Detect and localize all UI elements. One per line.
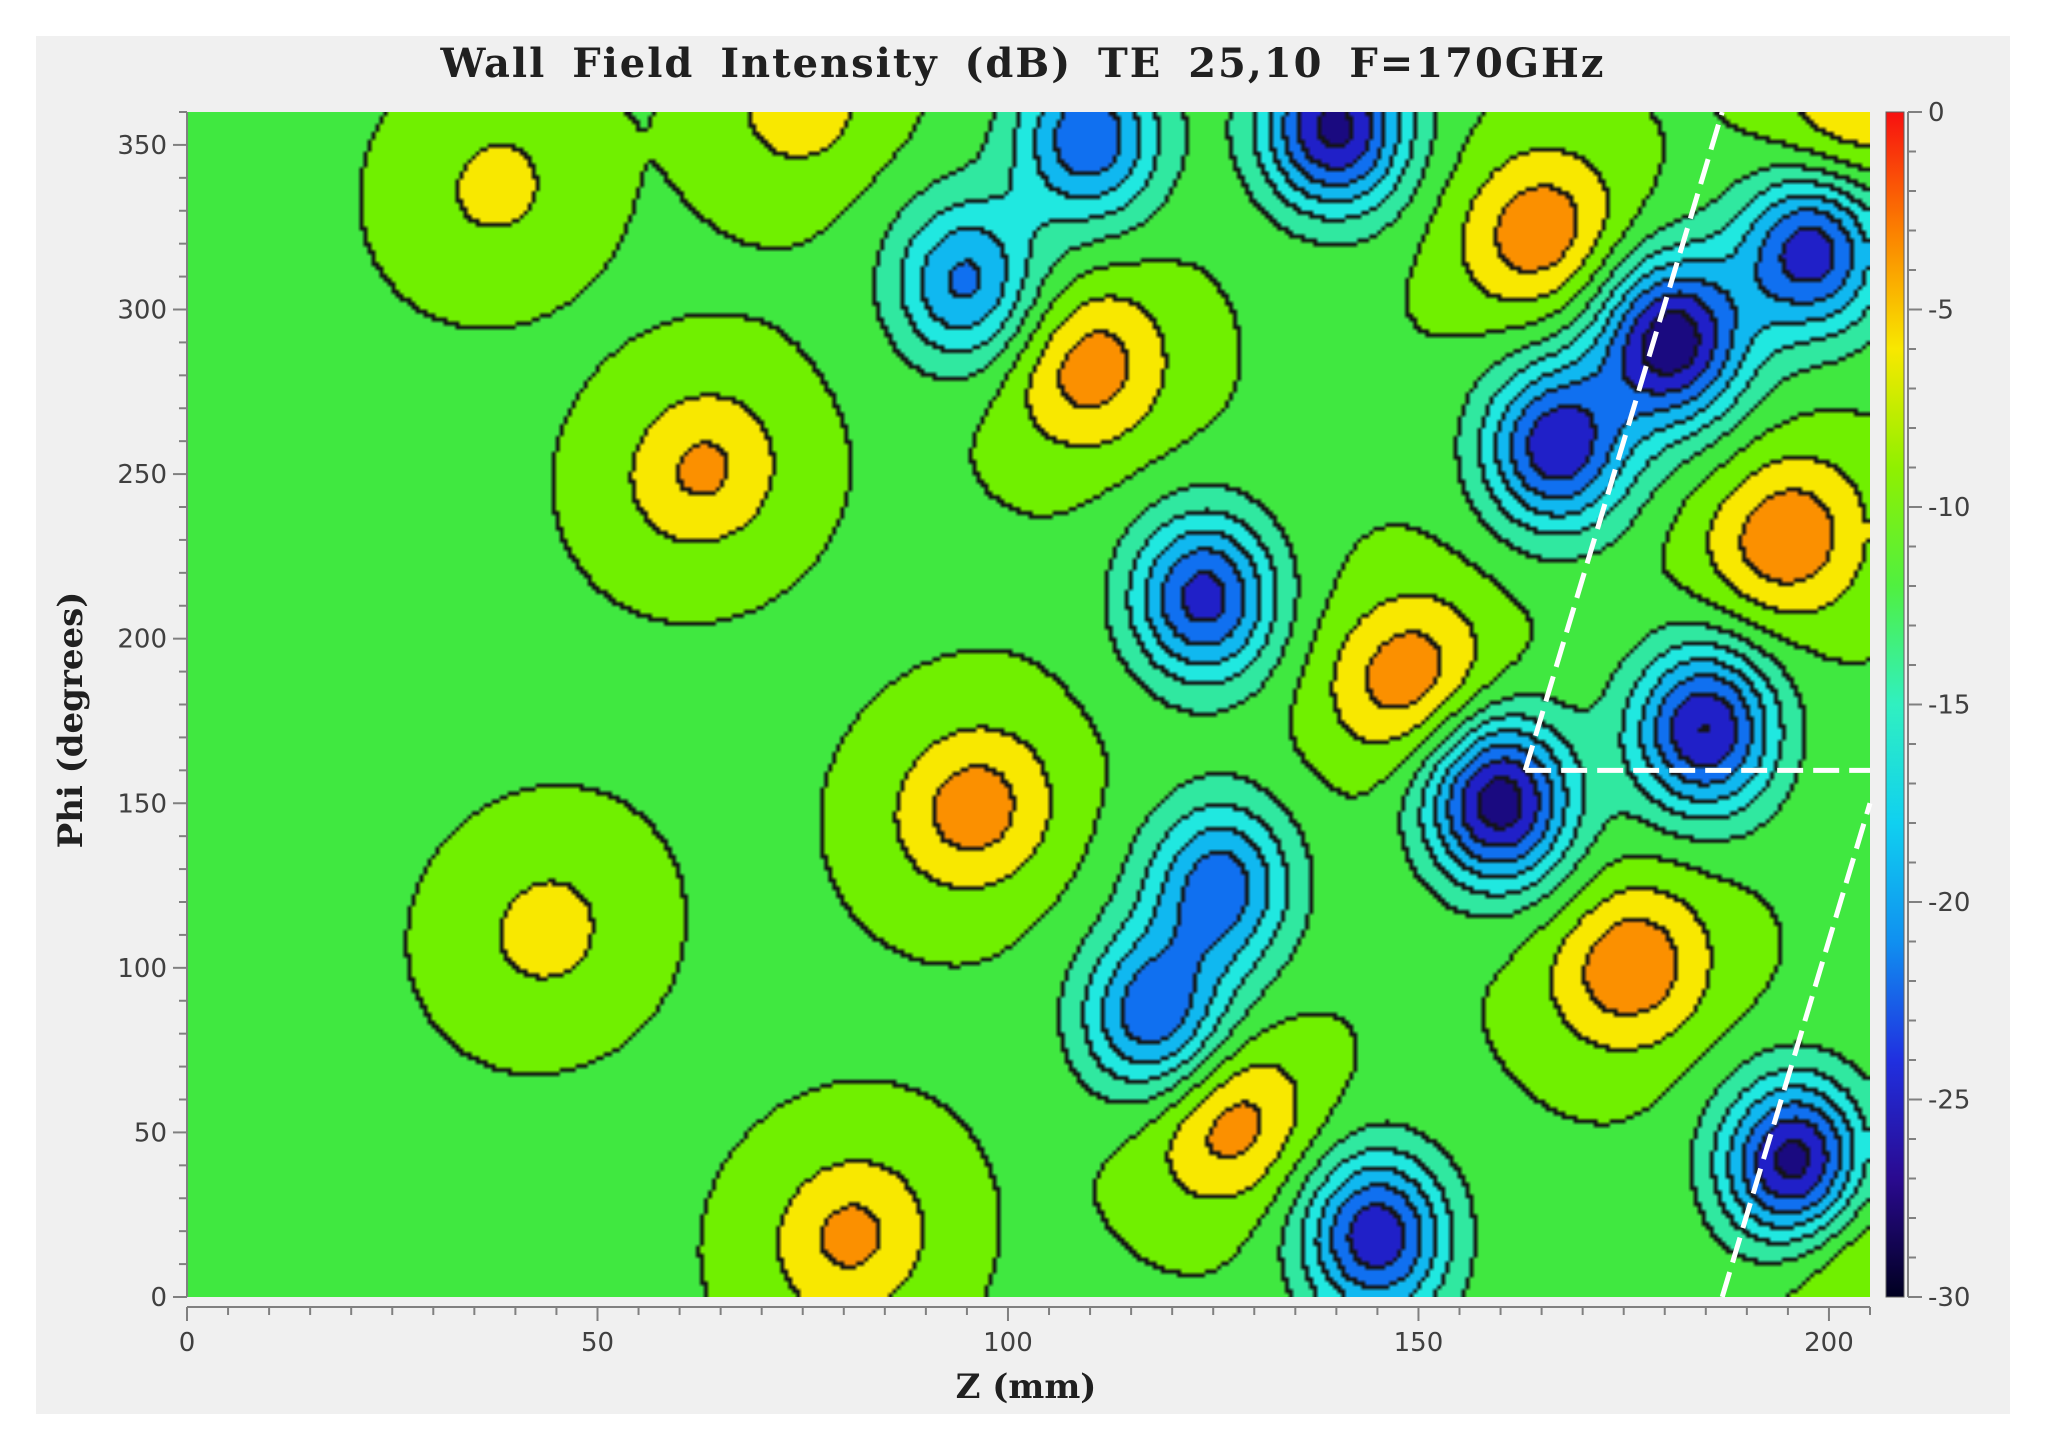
annotation-line-1 [1719,802,1873,1298]
y-tick-label: 150 [117,789,167,819]
colorbar: 0 -5 -10 -15 -20 -25 -30 [1885,98,1970,1313]
colorbar-tick-label: -10 [1928,493,1970,523]
y-axis-label: Phi (degrees) [51,592,91,849]
colorbar-tick-label: -20 [1928,888,1970,918]
chart-title: Wall Field Intensity (dB) TE 25,10 F=170… [440,40,1606,87]
annotation-line-3 [1522,111,1725,772]
y-tick-label: 350 [117,131,167,161]
y-tick-label: 250 [117,460,167,490]
y-tick-label: 50 [134,1118,167,1148]
contour-field [187,112,1870,1297]
colorbar-tick-label: -25 [1928,1086,1970,1116]
x-tick-label: 200 [1804,1328,1854,1358]
y-tick-label: 200 [117,625,167,655]
x-tick-label: 150 [1394,1328,1444,1358]
x-tick-label: 0 [179,1328,196,1358]
x-axis-label: Z (mm) [956,1367,1097,1407]
plot-area [187,111,1873,1298]
colorbar-tick-label: 0 [1928,98,1945,128]
x-tick-label: 100 [983,1328,1033,1358]
y-tick-label: 100 [117,954,167,984]
colorbar-tick-label: -5 [1928,296,1954,326]
colorbar-tick-label: -15 [1928,691,1970,721]
y-tick-label: 300 [117,296,167,326]
colorbar-tick-label: -30 [1928,1283,1970,1313]
colorbar-strip [1885,111,1905,1298]
x-tick-label: 50 [581,1328,614,1358]
y-tick-label: 0 [150,1283,167,1313]
axes: 0 50 100 150 200 0 50 100 150 200 250 300 350 [117,111,1871,1358]
